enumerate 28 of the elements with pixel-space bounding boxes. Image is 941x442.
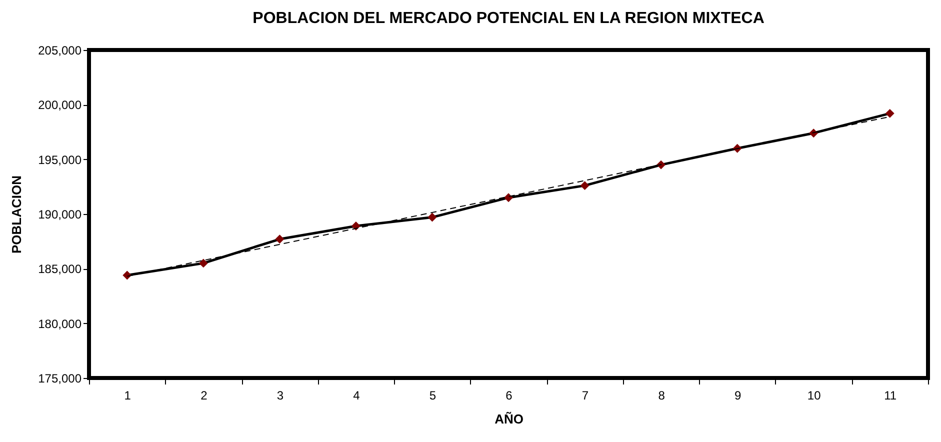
x-tick-label: 6 [506,388,513,402]
chart-title: POBLACION DEL MERCADO POTENCIAL EN LA REGION MIXTECA [252,10,765,27]
x-tick-label: 3 [276,388,284,402]
x-tick-label: 5 [429,388,436,402]
x-axis-title: AÑO [494,412,524,426]
x-tick-label: 8 [658,388,666,402]
y-tick-label: 205,000 [38,44,82,58]
point [504,193,513,202]
y-axis-title: POBLACION [9,176,24,254]
y-tick-label: 180,000 [38,316,82,331]
x-tick-label: 2 [200,388,208,402]
point [580,181,590,190]
x-tick-label: 10 [807,388,822,402]
x-tick-label: 1 [124,388,132,402]
x-tick-label: 7 [582,388,589,402]
point [198,258,208,268]
y-tick-label: 195,000 [38,152,82,167]
point [275,234,284,244]
y-tick-label: 190,000 [38,208,82,222]
point [428,212,437,222]
y-tick-label: 200,000 [38,98,82,112]
y-tick-label: 175,000 [38,372,82,386]
x-tick-label: 11 [884,388,897,402]
x-tick-label: 4 [353,388,360,402]
point [122,270,132,280]
point [885,108,894,118]
y-tick-label: 185,000 [38,262,82,276]
x-tick-label: 9 [734,388,742,402]
